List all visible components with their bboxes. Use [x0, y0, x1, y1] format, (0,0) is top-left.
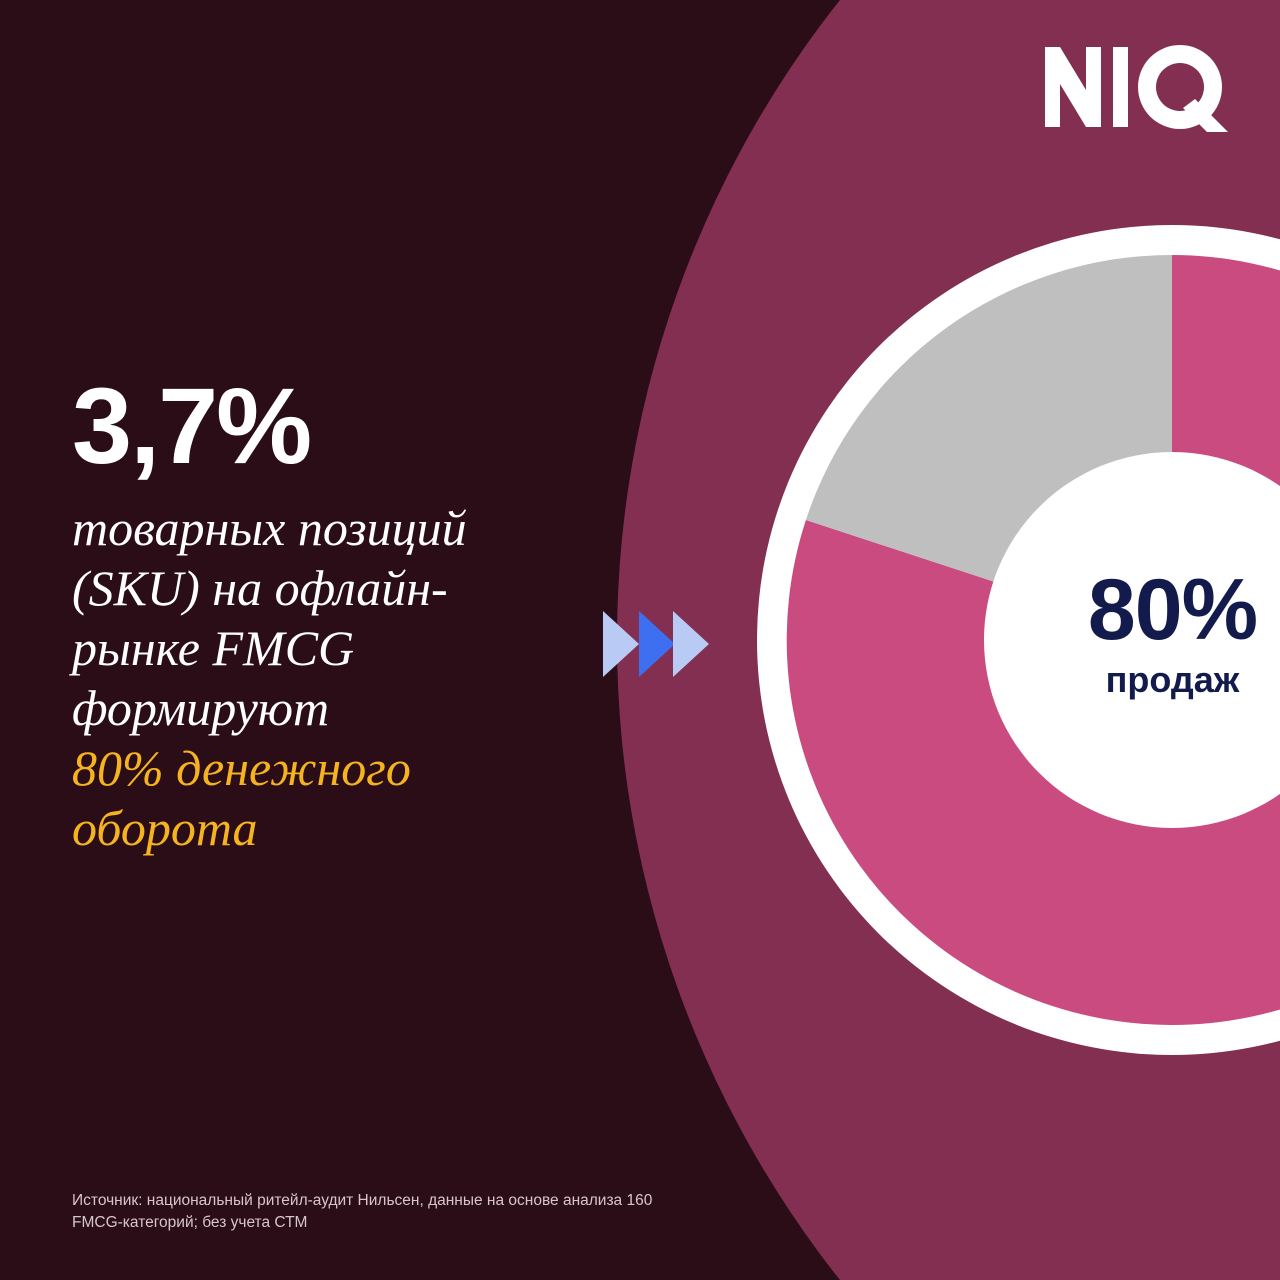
niq-logo: [1043, 41, 1233, 133]
stat-desc-line-3: рынке FMCG: [72, 620, 355, 676]
stat-block: 3,7% товарных позиций (SKU) на офлайн- р…: [72, 372, 602, 858]
chevron-2-icon: [639, 611, 675, 677]
stat-description: товарных позиций (SKU) на офлайн- рынке …: [72, 498, 602, 858]
stat-highlight-line-2: оборота: [72, 800, 258, 856]
chevron-1-icon: [603, 611, 639, 677]
stat-desc-line-1: товарных позиций: [72, 500, 467, 556]
stat-headline-number: 3,7%: [72, 365, 312, 486]
source-line-2: FMCG-категорий; без учета СТМ: [72, 1214, 308, 1232]
source-line-1: Источник: национальный ритейл-аудит Ниль…: [72, 1192, 653, 1209]
chevron-3-icon: [673, 611, 709, 677]
donut-chart: [752, 220, 1280, 1060]
stat-desc-line-2: (SKU) на офлайн-: [72, 560, 448, 616]
donut-inner-hole: [984, 452, 1280, 828]
stat-highlight-line-1: 80% денежного: [72, 740, 411, 796]
source-note: Источник: национальный ритейл-аудит Ниль…: [72, 1190, 692, 1235]
double-chevron-right-icon: [601, 605, 711, 683]
stat-desc-line-4: формируют: [72, 680, 330, 736]
